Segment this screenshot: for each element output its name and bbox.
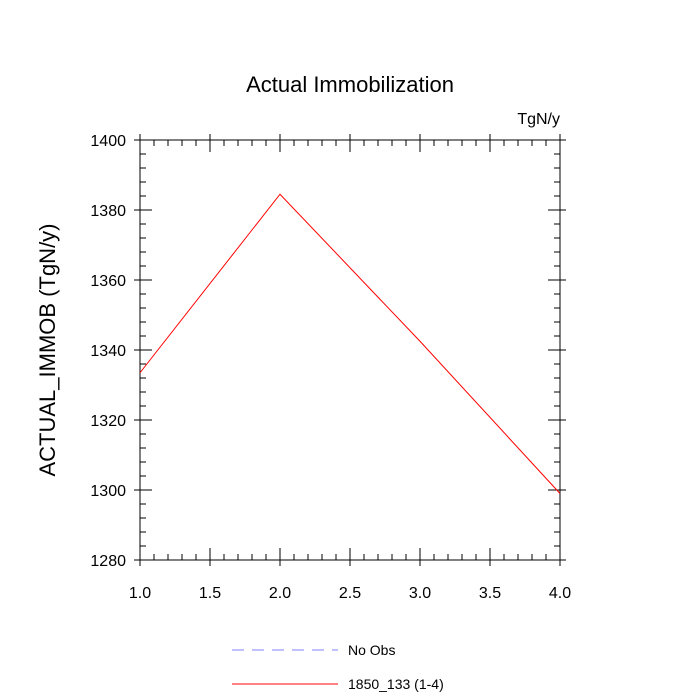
units-label: TgN/y: [517, 111, 560, 128]
y-tick-label: 1360: [90, 273, 126, 290]
y-tick-label: 1320: [90, 413, 126, 430]
y-tick-label: 1380: [90, 203, 126, 220]
x-tick-label: 2.0: [269, 585, 291, 602]
x-tick-label: 3.0: [409, 585, 431, 602]
series-line-1850-133-1-4-: [139, 193, 561, 494]
plot-frame: [139, 139, 561, 561]
x-tick-label: 2.5: [339, 585, 361, 602]
x-tick-label: 1.5: [199, 585, 221, 602]
y-tick-label: 1400: [90, 133, 126, 150]
x-tick-label: 3.5: [479, 585, 501, 602]
y-tick-label: 1300: [90, 483, 126, 500]
y-axis-label: ACTUAL_IMMOB (TgN/y): [35, 223, 60, 476]
y-tick-label: 1340: [90, 343, 126, 360]
legend-label: No Obs: [348, 642, 395, 658]
chart-title: Actual Immobilization: [246, 72, 454, 97]
axis-ticks: 1.0 1.5 2.0 2.5 3.0 3.5 4.0 1280 1300 1320 1340 136…: [90, 133, 571, 602]
y-tick-label: 1280: [90, 553, 126, 570]
x-tick-label: 1.0: [129, 585, 151, 602]
legend-label: 1850_133 (1-4): [348, 676, 444, 692]
x-tick-label: 4.0: [549, 585, 571, 602]
legend: No Obs 1850_133 (1-4): [232, 642, 444, 692]
series-layer: [139, 193, 561, 494]
